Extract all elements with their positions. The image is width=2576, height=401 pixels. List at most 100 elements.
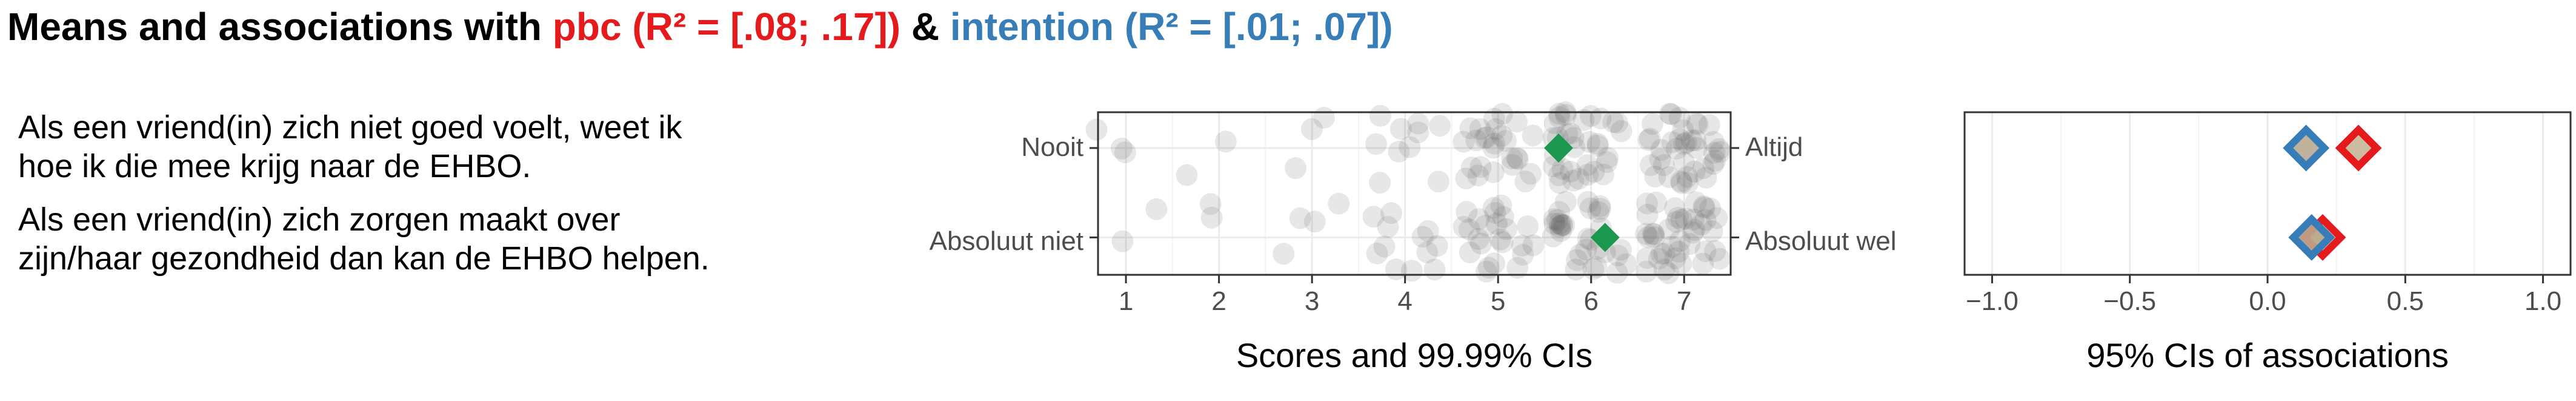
pbc-association-marker <box>2335 124 2382 172</box>
response-point <box>1490 194 1513 217</box>
response-point <box>1482 136 1505 159</box>
response-point <box>1388 140 1410 163</box>
response-point <box>1554 190 1577 213</box>
response-point <box>1576 154 1599 177</box>
response-point <box>1522 234 1545 257</box>
associations-tick-label: 1.0 <box>2524 286 2561 316</box>
response-point <box>1553 214 1576 237</box>
response-point <box>1542 225 1564 248</box>
response-point <box>1407 112 1429 135</box>
response-point <box>1377 216 1399 238</box>
response-point <box>1519 163 1542 185</box>
response-point <box>1483 132 1505 155</box>
response-point <box>1328 192 1350 215</box>
response-point <box>1300 118 1323 140</box>
scores-panel: 1 2 3 4 5 6 7 Nooit Absoluut niet Altijd Absol… <box>930 101 1896 374</box>
response-point <box>1637 129 1660 151</box>
response-point <box>1458 218 1480 241</box>
response-point <box>1706 207 1728 229</box>
response-point <box>1679 233 1701 255</box>
response-point <box>1482 197 1505 219</box>
response-point <box>1660 103 1682 126</box>
response-point <box>1575 238 1597 261</box>
response-point <box>1546 209 1568 231</box>
response-point <box>1609 238 1632 261</box>
item-2-line-1: Als een vriend(in) zich zorgen maakt ove… <box>18 201 620 238</box>
response-point <box>1636 203 1659 226</box>
response-point <box>1465 129 1488 152</box>
response-point <box>1682 208 1705 231</box>
response-point <box>1594 241 1616 263</box>
response-point <box>1692 252 1714 275</box>
response-point <box>1501 147 1523 170</box>
associations-tick-label: −1.0 <box>1966 286 2019 316</box>
response-point <box>1543 208 1565 231</box>
response-point <box>1273 243 1295 265</box>
response-point <box>1390 118 1412 140</box>
response-point <box>1551 158 1574 180</box>
response-point <box>1606 244 1629 266</box>
response-point <box>1411 226 1434 248</box>
figure-title: Means and associations with pbc (R² = [.… <box>7 5 1393 49</box>
response-point <box>1685 191 1707 214</box>
title-part1: Means and associations with <box>7 5 553 49</box>
response-point <box>1548 201 1570 223</box>
response-point <box>1362 206 1385 228</box>
response-point <box>1643 226 1665 248</box>
response-point <box>1693 197 1716 219</box>
response-point <box>1505 110 1528 133</box>
associations-tick-label: −0.5 <box>2103 286 2156 316</box>
response-point <box>1577 190 1599 213</box>
anchor-right-2: Absoluut wel <box>1745 226 1896 256</box>
response-point <box>1592 163 1614 186</box>
response-point <box>1489 228 1511 251</box>
response-point <box>1636 192 1659 215</box>
response-point <box>1704 149 1726 172</box>
response-point <box>1643 223 1665 245</box>
response-point <box>1427 170 1449 193</box>
response-point <box>1543 112 1566 135</box>
response-point <box>1602 111 1625 133</box>
associations-tick-label: 0.0 <box>2249 286 2286 316</box>
response-point <box>1522 124 1544 147</box>
response-point <box>1491 231 1514 254</box>
response-point <box>1477 257 1500 279</box>
response-point <box>1676 166 1699 188</box>
associations-tick-label: 0.5 <box>2387 286 2424 316</box>
response-point <box>1407 121 1429 144</box>
response-point <box>1659 103 1681 125</box>
response-point <box>1652 154 1675 177</box>
response-point <box>1670 252 1692 275</box>
response-point <box>1636 247 1659 269</box>
response-point <box>1671 172 1693 194</box>
response-point <box>1467 227 1489 250</box>
response-point <box>1469 118 1491 140</box>
scores-tick-label: 6 <box>1583 286 1598 316</box>
response-point <box>1417 220 1439 242</box>
mean-diamond <box>1543 133 1573 163</box>
response-point <box>1549 216 1571 238</box>
response-point <box>1468 208 1490 231</box>
scores-gridlines <box>1098 112 1731 275</box>
response-point <box>1672 119 1694 141</box>
response-point <box>1455 167 1477 190</box>
response-point <box>1667 206 1689 229</box>
response-point <box>1708 138 1731 160</box>
response-point <box>1459 241 1481 263</box>
associations-panel: −1.0 −0.5 0.0 0.5 1.0 95% CIs of association… <box>1963 111 2572 374</box>
response-point <box>1369 172 1391 194</box>
response-point <box>1492 206 1514 228</box>
response-point <box>1366 242 1388 265</box>
response-point <box>1145 198 1168 220</box>
response-point <box>1702 131 1725 153</box>
response-point <box>1577 163 1599 186</box>
response-point <box>1702 153 1725 175</box>
response-point <box>1456 201 1478 223</box>
response-point <box>1587 201 1609 223</box>
mean-diamond <box>1590 223 1620 252</box>
response-point <box>1664 247 1686 269</box>
response-point <box>1650 139 1672 161</box>
response-point <box>1648 248 1670 270</box>
response-point <box>1690 214 1712 236</box>
response-point <box>1549 220 1572 242</box>
